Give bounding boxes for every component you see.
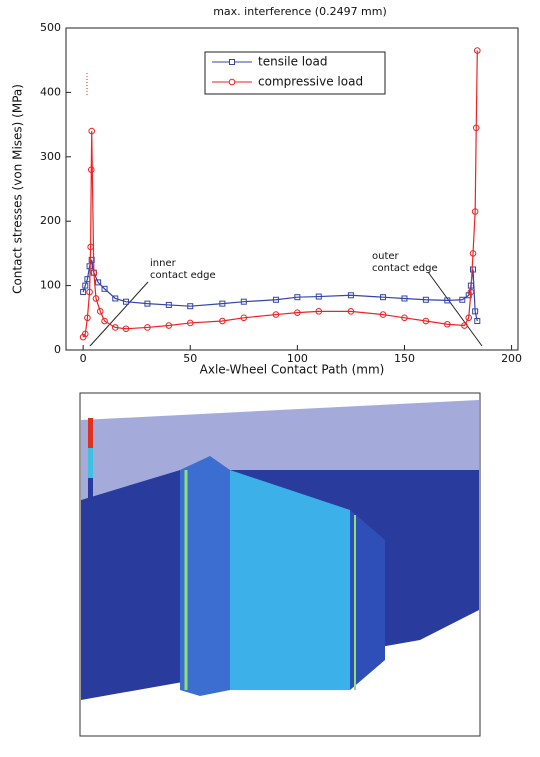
marker [401, 314, 408, 322]
y-axis-label: Contact stresses (von Mises) (MPa) [11, 84, 25, 294]
marker [470, 266, 477, 273]
marker [96, 308, 104, 315]
marker [315, 308, 323, 315]
marker [272, 311, 280, 318]
marker [101, 317, 108, 325]
marker [444, 320, 451, 328]
marker [81, 330, 89, 338]
marker [240, 298, 247, 305]
marker [473, 47, 481, 54]
y-tick-label: 400 [40, 85, 61, 98]
annotation: contact edge [372, 263, 438, 274]
x-tick-label: 150 [394, 352, 415, 365]
marker [467, 288, 475, 296]
x-axis-label: Axle-Wheel Contact Path (mm) [200, 363, 385, 377]
marker [86, 288, 93, 296]
marker [422, 296, 429, 303]
marker [187, 303, 194, 310]
marker [84, 314, 91, 322]
color-bar [88, 448, 93, 478]
hub-right [350, 510, 385, 690]
x-tick-label: 0 [80, 352, 87, 365]
plot-frame [65, 27, 519, 351]
marker [315, 293, 322, 300]
arrow [89, 281, 149, 347]
marker [95, 279, 102, 286]
marker [474, 318, 481, 325]
legend-label: compressive load [258, 75, 363, 89]
legend-marker [229, 59, 235, 65]
marker [122, 325, 130, 333]
annotation: contact edge [150, 270, 216, 281]
chart-title: max. interference (0.2497 mm) [213, 5, 387, 18]
marker [219, 300, 226, 307]
marker [219, 317, 226, 325]
annotation: inner [150, 258, 177, 269]
marker [472, 124, 480, 132]
marker [82, 282, 89, 289]
marker [347, 292, 354, 299]
color-bar [88, 418, 93, 448]
marker [87, 166, 95, 173]
marker [380, 294, 387, 301]
marker [165, 301, 172, 308]
marker [347, 308, 355, 315]
marker [465, 314, 473, 322]
hub-edge [180, 456, 230, 696]
marker [144, 324, 151, 331]
marker [165, 322, 173, 329]
marker [122, 298, 129, 305]
marker [90, 269, 98, 277]
marker [87, 243, 94, 251]
marker [144, 300, 151, 307]
marker [469, 250, 477, 257]
x-tick-label: 200 [501, 352, 522, 365]
marker [80, 289, 87, 296]
marker [461, 322, 468, 329]
shadow [81, 400, 479, 500]
y-tick-label: 500 [40, 21, 61, 34]
marker [101, 285, 108, 292]
legend-label: tensile load [258, 55, 327, 69]
color-bar [88, 478, 93, 498]
annotation: outer [372, 251, 400, 262]
marker [379, 311, 387, 318]
hub [230, 470, 350, 690]
y-tick-label: 300 [40, 150, 61, 163]
y-tick-label: 100 [40, 279, 61, 292]
y-tick-label: 0 [54, 343, 61, 356]
marker [294, 294, 301, 301]
arrow [427, 271, 483, 347]
y-tick-label: 200 [40, 214, 61, 227]
marker [88, 127, 96, 135]
x-tick-label: 50 [183, 352, 197, 365]
x-tick-label: 100 [287, 352, 308, 365]
marker [111, 324, 119, 331]
marker [112, 295, 119, 302]
marker [186, 319, 194, 327]
legend-marker [228, 78, 236, 86]
marker [459, 296, 466, 303]
marker [401, 295, 408, 302]
marker [444, 297, 451, 304]
marker [471, 208, 479, 215]
marker [472, 308, 479, 315]
marker [240, 314, 248, 322]
marker [422, 317, 430, 325]
marker [272, 296, 279, 303]
marker [294, 309, 301, 316]
marker [92, 295, 100, 302]
render [79, 392, 481, 737]
